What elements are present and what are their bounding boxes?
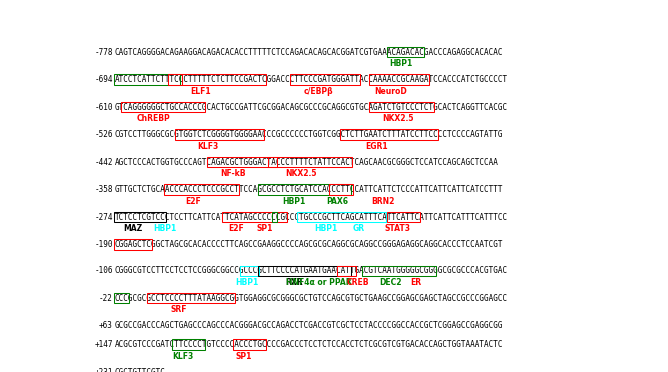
Text: +63: +63: [99, 321, 113, 330]
Bar: [172, 340, 204, 350]
Text: HBP1: HBP1: [236, 278, 259, 287]
Text: GTTGCTCTGCAACCCACCCTCCCGCCTTCCAGCGCCTCTGCATCCACCCTTCCATTCATTCTCCCATTCATTCATTCATC: GTTGCTCTGCAACCCACCCTCCCGCCTTCCAGCGCCTCTG…: [115, 185, 503, 194]
Bar: [369, 74, 430, 85]
Bar: [114, 240, 152, 250]
Bar: [361, 266, 436, 276]
Text: -274: -274: [94, 213, 113, 222]
Text: ER: ER: [410, 278, 422, 287]
Bar: [208, 157, 277, 167]
Bar: [290, 74, 360, 85]
Text: EGR1: EGR1: [365, 142, 387, 151]
Text: NKX2.5: NKX2.5: [382, 114, 413, 124]
Text: AGCTCCCACTGGTGCCCAGTCAGACGCTGGGACTACCCTTTTCTATTCCACTCAGCAACGCGGGCTCCATCCAGCAGCTC: AGCTCCCACTGGTGCCCAGTCAGACGCTGGGACTACCCTT…: [115, 158, 498, 167]
Bar: [369, 102, 434, 112]
Text: PAX6: PAX6: [326, 197, 348, 206]
Text: -358: -358: [94, 185, 113, 194]
Text: CGGGCGTCCTTCCTCCTCCGGGCGGCCGCCCGCTTCCCCATGAATGAACATTGACGTCAATGGGGGCGGGGCGCGCCCAC: CGGGCGTCCTTCCTCCTCCGGGCGGCCGCCCGCTTCCCCA…: [115, 266, 508, 275]
Bar: [337, 266, 355, 276]
Text: +147: +147: [94, 340, 113, 349]
Text: SRF: SRF: [171, 305, 187, 314]
Text: HBP1: HBP1: [282, 197, 305, 206]
Bar: [122, 102, 205, 112]
Bar: [114, 293, 129, 304]
Bar: [232, 340, 265, 350]
Text: CREB: CREB: [347, 278, 369, 287]
Text: KLF3: KLF3: [172, 352, 193, 361]
Bar: [258, 185, 351, 195]
Text: CGTCCTTGGGCGCGTGGTCTCGGGGTGGGGAACCCGCCCCCCTGGTCGGCTCTTGAATCTTTATCCTTCCCCTCCCCAGT: CGTCCTTGGGCGCGTGGTCTCGGGGTGGGGAACCCGCCCC…: [115, 130, 503, 139]
Text: CGCTGTTCGTC: CGCTGTTCGTC: [115, 368, 166, 372]
Text: RXR: RXR: [285, 278, 303, 287]
Text: ChREBP: ChREBP: [137, 114, 171, 124]
Text: NeuroD: NeuroD: [374, 87, 407, 96]
Text: ACGCGTCCCGATCTTCCCCTGTCCCCACCCTGCCCCGACCCTCCTCTCCACCTCTCGCGTCGTGACACCAGCTGGTAAAT: ACGCGTCCCGATCTTCCCCTGTCCCCACCCTGCCCCGACC…: [115, 340, 503, 349]
Bar: [182, 74, 267, 85]
Text: SP1: SP1: [235, 352, 252, 361]
Text: BRN2: BRN2: [371, 197, 395, 206]
Bar: [114, 212, 166, 222]
Text: -442: -442: [94, 158, 113, 167]
Text: HBP1: HBP1: [153, 224, 176, 233]
Bar: [387, 47, 424, 57]
Text: TCTCCTCGTCCCTCCTTCATTCATTCATAGCCCCCCGCCCTGCCCGCTTCAGCATTTCATTCATTCATTCATTCATTTCA: TCTCCTCGTCCCTCCTTCATTCATTCATAGCCCCCCGCCC…: [115, 213, 508, 222]
Text: HBP1: HBP1: [389, 60, 413, 68]
Text: -22: -22: [99, 294, 113, 303]
Bar: [175, 129, 264, 140]
Text: MAZ: MAZ: [123, 224, 142, 233]
Text: NKX2.5: NKX2.5: [285, 169, 317, 179]
Bar: [340, 129, 438, 140]
Bar: [269, 157, 352, 167]
Text: HBP1: HBP1: [315, 224, 337, 233]
Text: E2F: E2F: [186, 197, 201, 206]
Bar: [329, 185, 353, 195]
Text: GR: GR: [352, 224, 364, 233]
Bar: [164, 185, 239, 195]
Text: KLF3: KLF3: [197, 142, 218, 151]
Bar: [146, 293, 235, 304]
Text: NF-kB: NF-kB: [220, 169, 246, 179]
Text: c/EBPβ: c/EBPβ: [304, 87, 334, 96]
Text: CAGTCAGGGGACAGAAGGACAGACACACCTTTTTCTCCAGACACAGCACGGATCGTGAAACAGACACGACCCAGAGGCAC: CAGTCAGGGGACAGAAGGACAGACACACCTTTTTCTCCAG…: [115, 48, 503, 57]
Text: DEC2: DEC2: [379, 278, 402, 287]
Bar: [222, 212, 287, 222]
Text: -190: -190: [94, 240, 113, 249]
Text: -610: -610: [94, 103, 113, 112]
Bar: [297, 212, 385, 222]
Text: E2F: E2F: [228, 224, 244, 233]
Text: GCGCCGACCCAGCTGAGCCCAGCCCACGGGACGCCAGACCTCGACCGTCGCTCCTACCCCGGCCACCGCTCGGAGCCGAG: GCGCCGACCCAGCTGAGCCCAGCCCACGGGACGCCAGACC…: [115, 321, 503, 330]
Bar: [168, 74, 182, 85]
Text: CCCGCGCGCCTCCCCTTTATAAGGCGGTGGAGGCGCGGGCGCTGTCCAGCGTGCTGAAGCCGGAGCGAGCTAGCCGCCCG: CCCGCGCGCCTCCCCTTTATAAGGCGGTGGAGGCGCGGGC…: [115, 294, 508, 303]
Bar: [258, 266, 351, 276]
Bar: [387, 212, 420, 222]
Text: +231: +231: [94, 368, 113, 372]
Text: ELF1: ELF1: [190, 87, 211, 96]
Text: STAT3: STAT3: [385, 224, 411, 233]
Text: CGGAGCTCGGCTAGCGCACACCCCTTCAGCCGAAGGCCCCAGCGCGCAGGCGCAGGCCGGGAGAGGCAGGCACCCTCCAA: CGGAGCTCGGCTAGCGCACACCCCTTCAGCCGAAGGCCCC…: [115, 240, 503, 249]
Text: ATCCTCATTCTTTCCCTTTTTCTCTTCCGACTCGGACCCTTCCCGATGGGATTACCAAAACCGCAAGATCCACCCATCTG: ATCCTCATTCTTTCCCTTTTTCTCTTCCGACTCGGACCCT…: [115, 75, 508, 84]
Text: -106: -106: [94, 266, 113, 275]
Text: GTCAGGGGGGCTGCCACCCGCACTGCCGATTCGCGGACAGCGCCCGCAGGCGTGCAGATCTGTCCCTCTGCACTCAGGTT: GTCAGGGGGGCTGCCACCCGCACTGCCGATTCGCGGACAG…: [115, 103, 508, 112]
Bar: [272, 212, 277, 222]
Text: HNF4α or PPAR: HNF4α or PPAR: [286, 278, 351, 287]
Text: -526: -526: [94, 130, 113, 139]
Text: SP1: SP1: [257, 224, 273, 233]
Bar: [240, 266, 259, 276]
Bar: [114, 74, 180, 85]
Text: -694: -694: [94, 75, 113, 84]
Text: -778: -778: [94, 48, 113, 57]
